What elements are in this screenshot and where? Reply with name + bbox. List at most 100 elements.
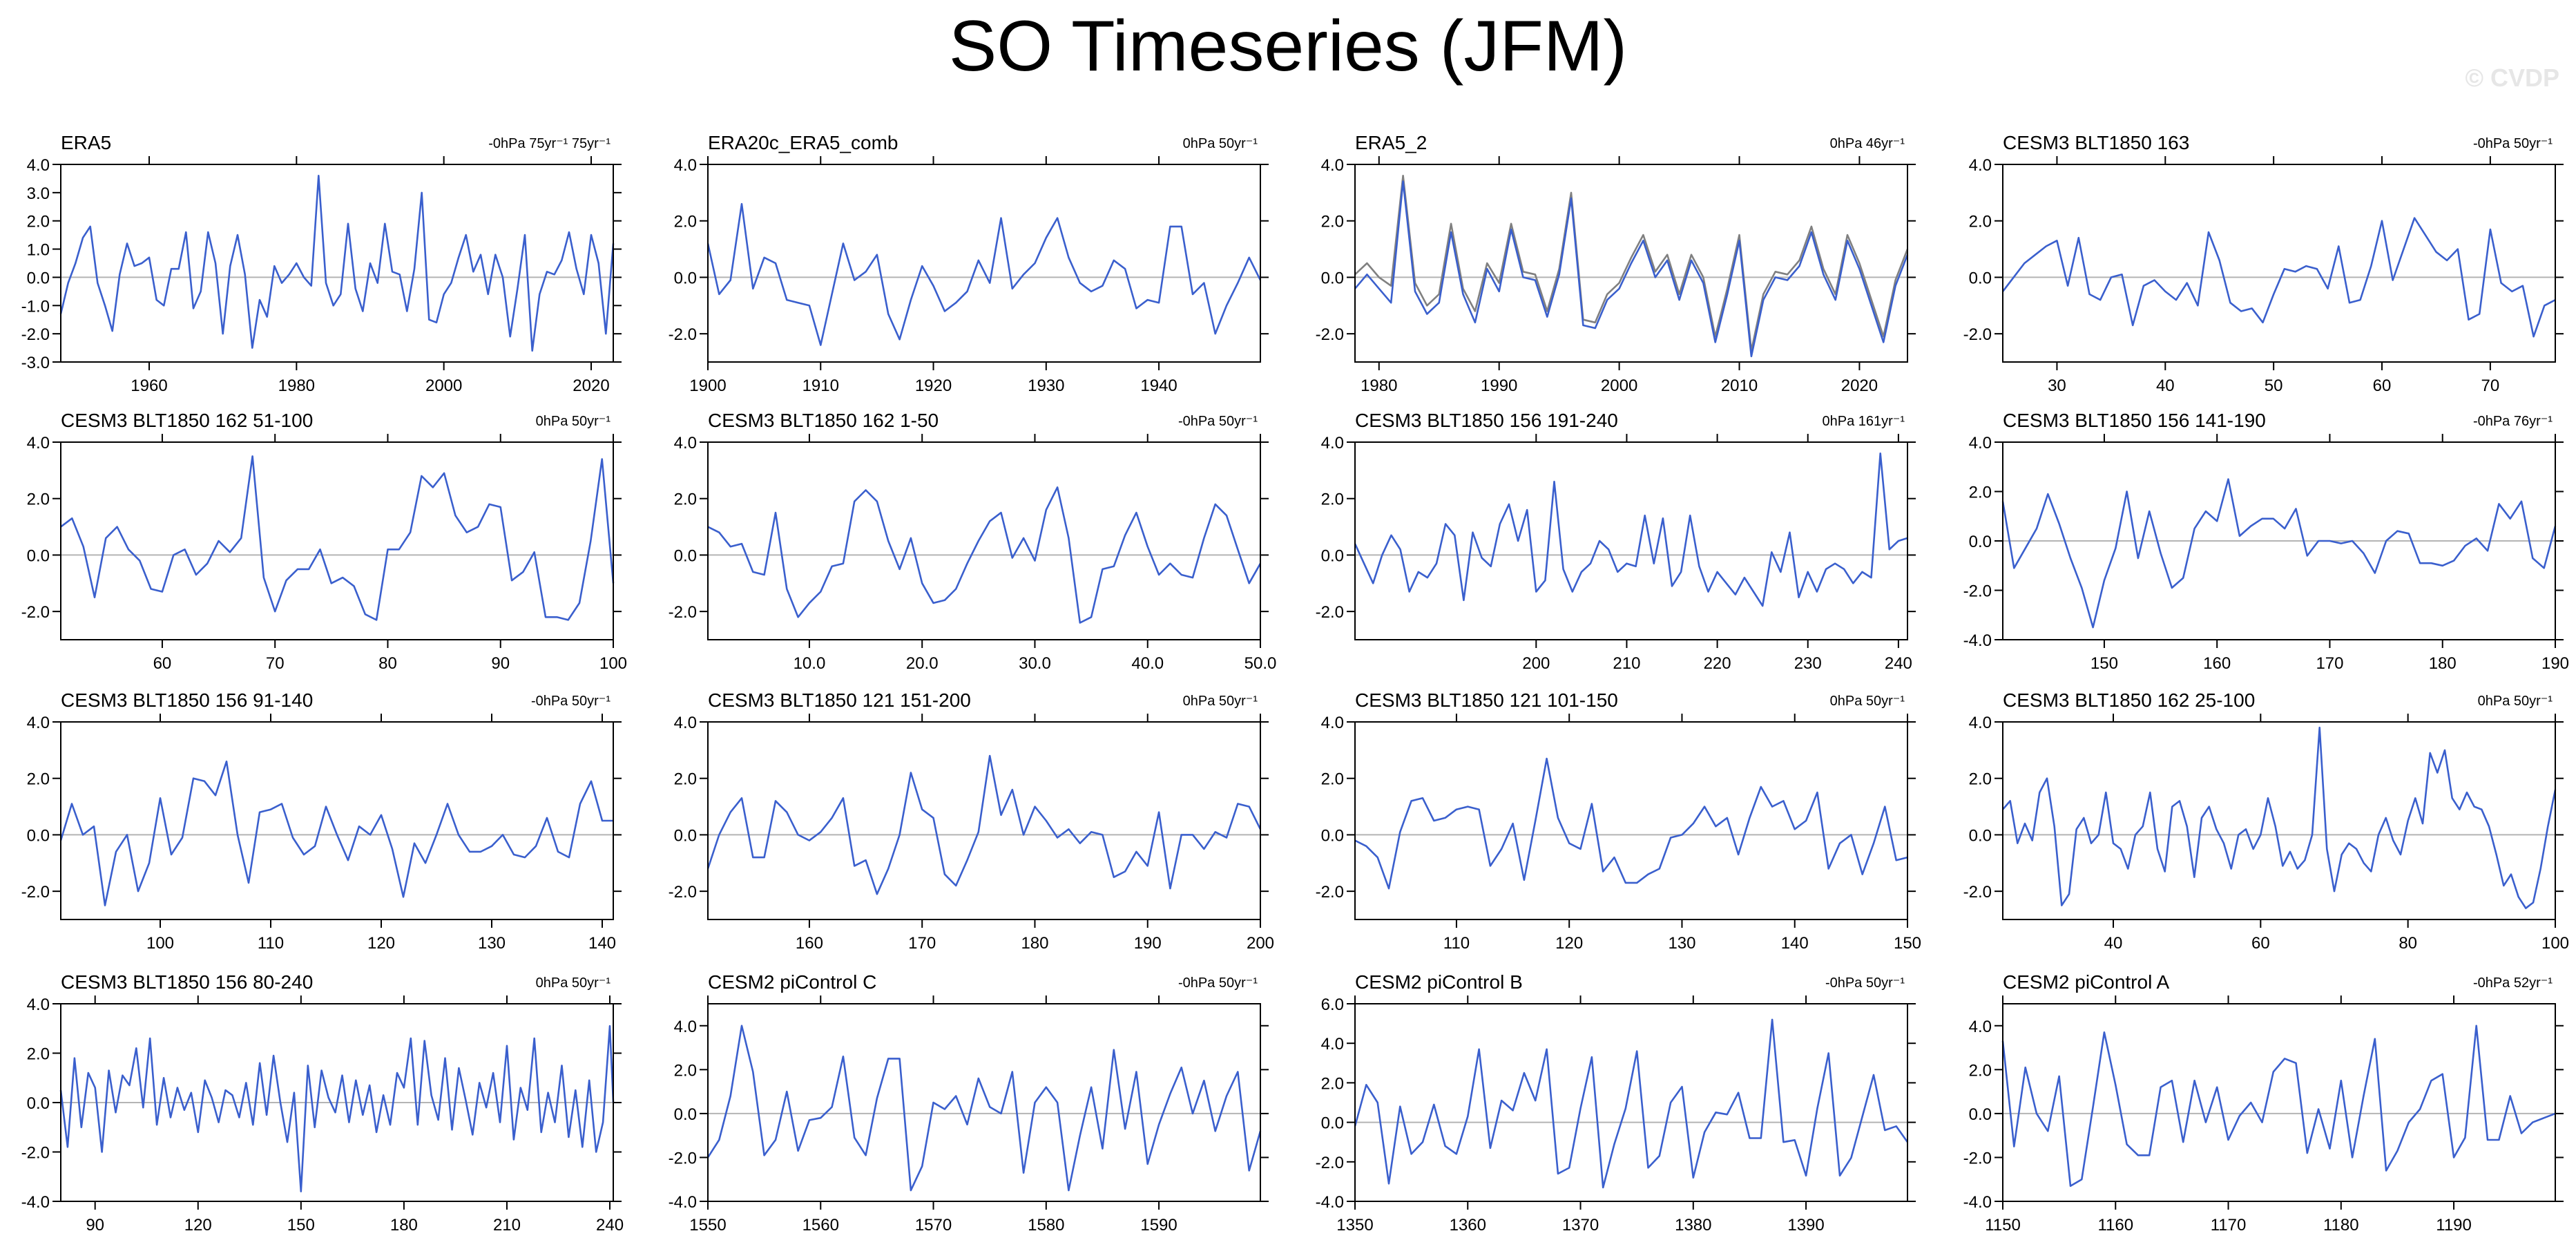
x-tick-label: 120 <box>367 934 395 953</box>
x-tick-label: 1940 <box>1140 377 1177 395</box>
y-tick-label: -2.0 <box>669 1149 697 1168</box>
x-tick-label: 180 <box>1021 934 1048 953</box>
x-tick-label: 1980 <box>1361 377 1397 395</box>
y-tick-label: 4.0 <box>1321 1035 1344 1054</box>
x-tick-label: 1360 <box>1450 1216 1486 1235</box>
x-tick-label: 2020 <box>1841 377 1878 395</box>
plot-frame <box>60 721 614 920</box>
y-tick-label: 2.0 <box>27 1045 50 1064</box>
panel-title: CESM2 piControl B <box>1355 971 1523 993</box>
x-tick-label: 1150 <box>1985 1216 2021 1235</box>
series-line <box>59 1024 615 1192</box>
chart-panel: CESM3 BLT1850 121 101-150 0hPa 50yr⁻¹ 4.0 2… <box>1316 689 1921 953</box>
chart-panel: CESM3 BLT1850 162 51-100 0hPa 50yr⁻¹ 4.0 2.… <box>21 410 627 673</box>
panel-title: CESM3 BLT1850 162 1-50 <box>708 410 939 431</box>
x-tick-label: 210 <box>1613 654 1640 673</box>
series-line <box>1354 452 1908 607</box>
x-tick-label: 30 <box>2048 377 2066 395</box>
x-tick-label: 110 <box>1443 934 1470 953</box>
x-tick-label: 1350 <box>1336 1216 1373 1235</box>
x-tick-label: 10.0 <box>794 654 826 673</box>
y-tick-label: -2.0 <box>1316 1154 1344 1172</box>
y-tick-label: -2.0 <box>1963 325 1992 344</box>
x-tick-label: 220 <box>1704 654 1731 673</box>
y-tick-label: -4.0 <box>1963 1193 1992 1212</box>
trend-label: 0hPa 161yr⁻¹ <box>1822 414 1905 429</box>
x-tick-label: 1560 <box>802 1216 839 1235</box>
trend-label: -0hPa 50yr⁻¹ <box>2473 136 2553 151</box>
x-tick-label: 190 <box>2541 654 2569 673</box>
x-tick-label: 160 <box>2203 654 2231 673</box>
y-tick-label: -2.0 <box>669 883 697 902</box>
x-tick-label: 190 <box>1134 934 1162 953</box>
series-line <box>2001 217 2556 338</box>
x-tick-label: 2020 <box>573 377 609 395</box>
plot-frame <box>2002 1003 2556 1202</box>
series-line <box>1354 757 1908 890</box>
y-tick-label: 4.0 <box>674 1018 697 1036</box>
y-tick-label: 4.0 <box>674 434 697 452</box>
y-tick-label: 2.0 <box>27 213 50 231</box>
y-tick-label: -4.0 <box>669 1193 697 1212</box>
y-tick-label: 2.0 <box>1969 213 1992 231</box>
chart-panel: CESM3 BLT1850 156 80-240 0hPa 50yr⁻¹ 4.0 2.… <box>21 971 624 1235</box>
y-tick-label: 0.0 <box>1969 826 1992 845</box>
x-tick-label: 100 <box>2541 934 2569 953</box>
y-tick-label: 2.0 <box>1969 484 1992 502</box>
y-tick-label: 1.0 <box>27 241 50 260</box>
y-tick-label: 4.0 <box>1969 1018 1992 1036</box>
y-tick-label: -4.0 <box>1316 1193 1344 1212</box>
trend-label: 0hPa 50yr⁻¹ <box>1183 136 1258 151</box>
y-tick-label: 4.0 <box>1969 714 1992 732</box>
plot-frame <box>707 441 1261 640</box>
x-tick-label: 120 <box>1555 934 1583 953</box>
y-tick-label: -2.0 <box>21 1144 50 1163</box>
trend-label: -0hPa 50yr⁻¹ <box>1178 414 1258 429</box>
y-tick-label: 2.0 <box>674 770 697 789</box>
y-tick-label: 4.0 <box>27 156 50 175</box>
x-tick-label: 2000 <box>1601 377 1637 395</box>
trend-label: 0hPa 46yr⁻¹ <box>1830 136 1905 151</box>
x-tick-label: 180 <box>2429 654 2457 673</box>
x-tick-label: 50.0 <box>1244 654 1277 673</box>
x-tick-label: 140 <box>1781 934 1809 953</box>
y-tick-label: 2.0 <box>674 213 697 231</box>
x-tick-label: 210 <box>493 1216 521 1235</box>
x-tick-label: 180 <box>390 1216 418 1235</box>
y-tick-label: 0.0 <box>27 546 50 565</box>
y-tick-label: 0.0 <box>1321 1114 1344 1133</box>
x-tick-label: 2000 <box>425 377 462 395</box>
x-tick-label: 1170 <box>2211 1216 2247 1235</box>
x-tick-label: 1190 <box>2436 1216 2472 1235</box>
panel-title: CESM2 piControl C <box>708 971 876 993</box>
x-tick-label: 1910 <box>802 377 839 395</box>
panel-title: CESM2 piControl A <box>2003 971 2170 993</box>
y-tick-label: -3.0 <box>21 354 50 372</box>
watermark: © CVDP <box>2465 64 2559 92</box>
panel-title: CESM3 BLT1850 156 80-240 <box>61 971 313 993</box>
plot-frame <box>707 1003 1261 1202</box>
y-tick-label: 4.0 <box>1969 156 1992 175</box>
trend-label: -0hPa 76yr⁻¹ <box>2473 414 2553 429</box>
trend-label: -0hPa 75yr⁻¹ 75yr⁻¹ <box>488 136 611 151</box>
x-tick-label: 120 <box>184 1216 212 1235</box>
y-tick-label: 6.0 <box>1321 995 1344 1014</box>
y-tick-label: 0.0 <box>674 826 697 845</box>
trend-label: -0hPa 50yr⁻¹ <box>1178 975 1258 991</box>
x-tick-label: 130 <box>478 934 506 953</box>
x-tick-label: 1380 <box>1675 1216 1711 1235</box>
x-tick-label: 140 <box>588 934 616 953</box>
x-tick-label: 60 <box>2251 934 2270 953</box>
y-tick-label: 0.0 <box>27 826 50 845</box>
x-tick-label: 1390 <box>1787 1216 1824 1235</box>
series-line <box>1354 180 1909 358</box>
trend-label: 0hPa 50yr⁻¹ <box>536 414 611 429</box>
trend-label: -0hPa 52yr⁻¹ <box>2473 975 2553 991</box>
y-tick-label: 0.0 <box>674 269 697 287</box>
chart-panel: CESM2 piControl A -0hPa 52yr⁻¹ 4.0 2.0 0.0 -2… <box>1963 971 2564 1235</box>
chart-panel: CESM3 BLT1850 156 141-190 -0hPa 76yr⁻¹ 4.0… <box>1963 410 2569 673</box>
y-tick-label: 2.0 <box>1321 213 1344 231</box>
y-tick-label: -2.0 <box>21 603 50 622</box>
x-tick-label: 60 <box>2373 377 2392 395</box>
page-title: SO Timeseries (JFM) <box>948 6 1628 86</box>
